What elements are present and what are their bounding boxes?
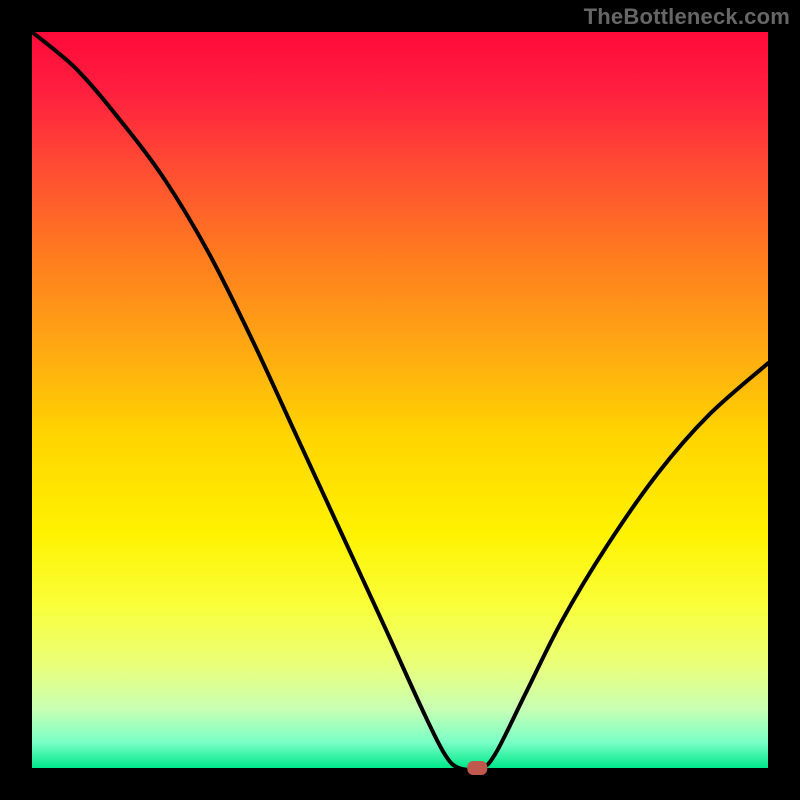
bottleneck-chart — [0, 0, 800, 800]
min-marker — [467, 761, 487, 775]
watermark-text: TheBottleneck.com — [584, 4, 790, 30]
chart-container: { "watermark": { "text": "TheBottleneck.… — [0, 0, 800, 800]
